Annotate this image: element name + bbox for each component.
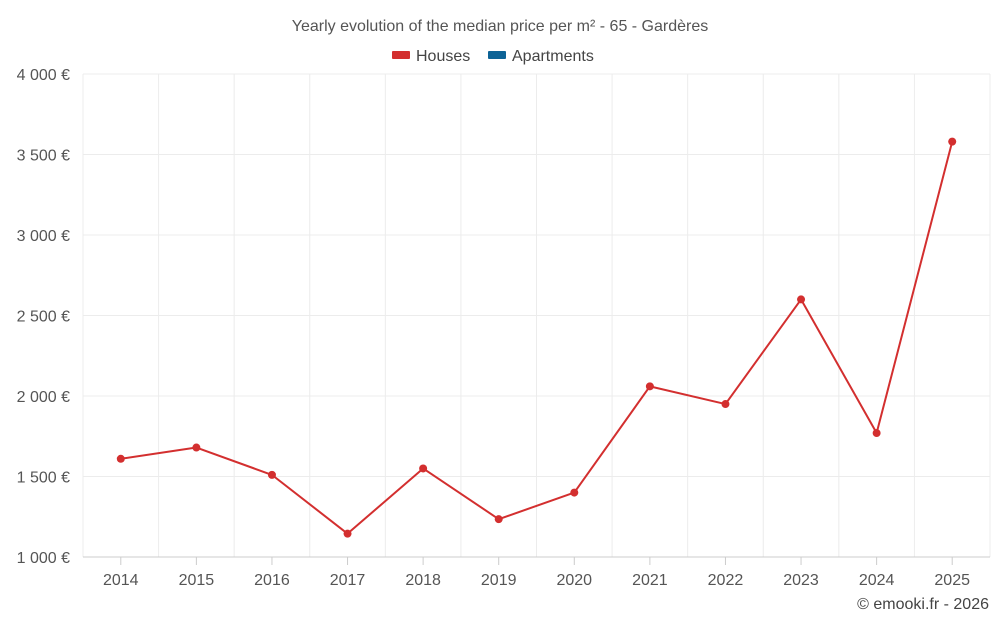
legend-swatch-apartments — [488, 51, 506, 59]
data-point-houses-2015[interactable] — [192, 443, 201, 452]
chart-title: Yearly evolution of the median price per… — [292, 18, 709, 35]
data-point-houses-2017[interactable] — [343, 529, 352, 538]
legend: Houses Apartments — [392, 48, 594, 65]
axes: 1 000 € 1 500 € 2 000 € 2 500 € 3 000 € 3 500… — [17, 67, 990, 589]
x-tick-label: 2014 — [103, 572, 139, 589]
x-tick-label: 2016 — [254, 572, 290, 589]
data-point-houses-2024[interactable] — [872, 429, 881, 438]
series-line-houses — [120, 141, 954, 535]
x-tick-label: 2025 — [934, 572, 970, 589]
data-point-houses-2023[interactable] — [797, 295, 806, 304]
grid — [82, 73, 991, 557]
x-tick-label: 2023 — [783, 572, 819, 589]
x-tick-label: 2018 — [405, 572, 441, 589]
data-point-houses-2014[interactable] — [116, 454, 125, 463]
x-tick-label: 2020 — [556, 572, 592, 589]
data-point-houses-2022[interactable] — [721, 400, 730, 409]
legend-swatch-houses — [392, 51, 410, 59]
y-tick-label: 1 000 € — [17, 550, 70, 567]
legend-label-houses: Houses — [416, 48, 470, 65]
y-tick-label: 3 500 € — [17, 148, 70, 165]
x-tick-label: 2017 — [330, 572, 366, 589]
x-tick-label: 2019 — [481, 572, 517, 589]
x-tick-label: 2024 — [859, 572, 895, 589]
y-tick-label: 3 000 € — [17, 228, 70, 245]
data-point-houses-2016[interactable] — [267, 470, 276, 479]
data-point-houses-2020[interactable] — [570, 488, 579, 497]
x-tick-label: 2022 — [708, 572, 744, 589]
y-tick-label: 2 500 € — [17, 309, 70, 326]
data-point-houses-2025[interactable] — [948, 137, 957, 146]
series — [116, 137, 957, 538]
credit-text[interactable]: © emooki.fr - 2026 — [857, 596, 989, 613]
data-point-houses-2018[interactable] — [419, 464, 428, 473]
y-tick-label: 1 500 € — [17, 470, 70, 487]
x-tick-label: 2021 — [632, 572, 668, 589]
legend-item-apartments[interactable]: Apartments — [488, 48, 594, 65]
y-tick-label: 4 000 € — [17, 67, 70, 84]
legend-label-apartments: Apartments — [512, 48, 594, 65]
data-point-houses-2021[interactable] — [645, 382, 654, 391]
x-tick-label: 2015 — [179, 572, 215, 589]
legend-item-houses[interactable]: Houses — [392, 48, 470, 65]
data-point-houses-2019[interactable] — [494, 515, 503, 524]
y-tick-label: 2 000 € — [17, 389, 70, 406]
